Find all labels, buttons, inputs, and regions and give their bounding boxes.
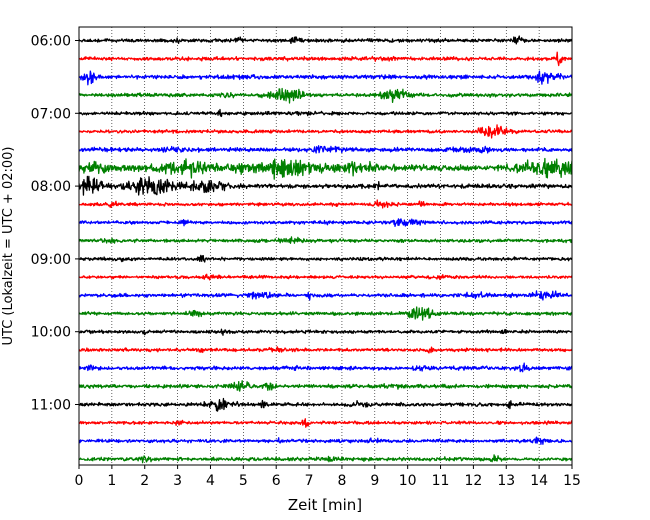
y-tick-label: 06:00 bbox=[31, 34, 71, 50]
seismic-traces bbox=[79, 35, 572, 464]
x-tick-label: 8 bbox=[337, 473, 346, 489]
seismic-trace bbox=[79, 157, 572, 180]
seismic-trace bbox=[79, 87, 572, 104]
seismic-trace bbox=[79, 362, 572, 373]
x-axis-ticks: 0 1 2 3 4 5 6 7 8 9 10 11 12 13 14 15 bbox=[75, 465, 581, 489]
y-axis-ticks: 06:00 07:00 08:00 09:00 10:00 11:00 bbox=[31, 34, 79, 414]
x-tick-label: 9 bbox=[370, 473, 379, 489]
seismic-trace bbox=[79, 328, 572, 336]
y-tick-label: 09:00 bbox=[31, 252, 71, 268]
seismic-trace bbox=[79, 51, 572, 67]
seismic-trace bbox=[79, 418, 572, 428]
x-tick-label: 4 bbox=[206, 473, 215, 489]
seismic-trace bbox=[79, 108, 572, 118]
x-tick-label: 5 bbox=[239, 473, 248, 489]
x-tick-label: 13 bbox=[497, 473, 515, 489]
x-tick-label: 7 bbox=[305, 473, 314, 489]
seismic-trace bbox=[79, 218, 572, 227]
plot-frame bbox=[78, 26, 573, 466]
y-tick-label: 10:00 bbox=[31, 325, 71, 341]
vertical-grid bbox=[111, 27, 540, 465]
x-tick-label: 15 bbox=[563, 473, 581, 489]
seismic-trace bbox=[79, 124, 572, 139]
x-tick-label: 14 bbox=[530, 473, 548, 489]
x-tick-label: 3 bbox=[173, 473, 182, 489]
seismic-trace bbox=[79, 397, 572, 412]
seismic-trace bbox=[79, 145, 572, 154]
y-axis-label: UTC (Lokalzeit = UTC + 02:00) bbox=[1, 147, 16, 346]
x-tick-label: 0 bbox=[75, 473, 84, 489]
y-tick-label: 07:00 bbox=[31, 106, 71, 122]
seismic-trace bbox=[79, 236, 572, 244]
seismic-trace bbox=[79, 380, 572, 392]
seismic-trace bbox=[79, 70, 572, 86]
seismic-trace bbox=[79, 454, 572, 464]
x-tick-label: 12 bbox=[464, 473, 482, 489]
seismic-trace bbox=[79, 254, 572, 263]
x-tick-label: 1 bbox=[107, 473, 116, 489]
seismic-trace bbox=[79, 199, 572, 209]
seismic-trace bbox=[79, 346, 572, 354]
seismic-trace bbox=[79, 306, 572, 321]
seismic-trace bbox=[79, 175, 572, 196]
seismic-trace bbox=[79, 273, 572, 281]
x-tick-label: 2 bbox=[140, 473, 149, 489]
x-tick-label: 11 bbox=[432, 473, 450, 489]
x-axis-label: Zeit [min] bbox=[288, 496, 362, 514]
y-tick-label: 11:00 bbox=[31, 398, 71, 414]
x-tick-label: 6 bbox=[272, 473, 281, 489]
seismic-trace bbox=[79, 290, 572, 301]
seismic-trace bbox=[79, 436, 572, 445]
x-tick-label: 10 bbox=[399, 473, 417, 489]
y-tick-label: 08:00 bbox=[31, 179, 71, 195]
seismic-trace bbox=[79, 35, 572, 45]
